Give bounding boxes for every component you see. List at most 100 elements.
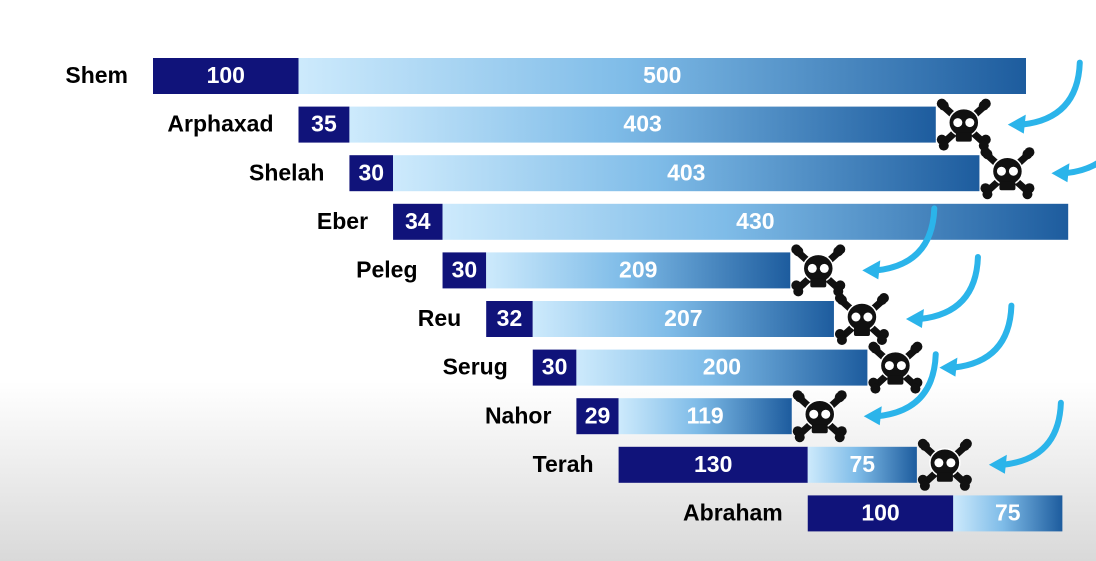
jaw [810,278,827,288]
bone-end [834,392,845,403]
bone-end [919,480,930,491]
bar-segment [953,495,1063,532]
value-label: 130 [694,451,732,477]
bar-segment [153,58,299,94]
value-label: 403 [667,159,705,185]
bone-end [870,383,881,394]
bar-segment [349,106,936,143]
value-label: 75 [995,499,1021,525]
bone-end [919,440,930,451]
bar-segment [618,446,808,483]
jaw [999,181,1016,191]
value-label: 30 [542,354,568,380]
bone-end [870,343,881,354]
category-label: Reu [418,305,461,331]
skull-icon [980,147,1035,200]
bone-end [794,392,805,403]
bone-end [959,480,970,491]
bar-segment [532,301,834,337]
arrow-head [905,309,924,328]
bone-end [910,383,921,394]
eye [819,263,829,273]
arrow-head [1051,163,1070,183]
category-label: Shelah [249,159,324,185]
skull-icon [917,438,972,491]
category-label: Serug [443,354,508,380]
category-label: Nahor [485,402,552,428]
eye [896,361,906,371]
bone-end [794,432,805,443]
eye [1008,166,1018,176]
bar-segment [807,495,954,532]
category-label: Arphaxad [167,111,273,137]
arrow-head [863,406,882,426]
bone-end [833,246,844,257]
value-label: 34 [405,208,431,234]
eye [884,361,894,371]
category-label: Eber [317,208,368,234]
bone-end [834,432,845,443]
eye [851,312,861,322]
eye [821,409,831,419]
value-label: 119 [687,402,724,428]
jaw [936,472,953,482]
skull-icon [936,98,991,151]
category-label: Shem [65,62,128,88]
bone-end [978,100,989,111]
bone-end [793,286,804,297]
bone-end [910,343,921,354]
value-label: 209 [619,256,657,282]
eye [953,118,963,128]
arrow [999,399,1064,468]
eye [996,166,1006,176]
bone-end [982,189,993,200]
jaw [887,375,904,385]
bar-segment [576,349,868,386]
skull-icon [834,293,889,345]
bar-segment [486,252,791,289]
eye [863,312,873,322]
bone-end [938,100,949,111]
value-label: 200 [703,354,741,380]
bone-end [1022,189,1033,200]
bar-segment [576,398,619,435]
skull-icon [791,244,846,297]
value-label: 207 [664,305,702,331]
arrow [1018,59,1083,128]
skull-icon [868,341,923,394]
arrow [950,302,1015,371]
bone-end [836,295,847,305]
eye [807,263,817,273]
category-label: Terah [533,451,594,477]
bone-end [1022,149,1033,160]
skull-icon [792,390,847,443]
arrow-head [1007,114,1026,134]
arrow-head [988,454,1007,474]
bar-segment [298,106,350,143]
bone-end [793,246,804,257]
value-label: 500 [643,62,681,88]
arrow-head [862,260,881,280]
eye [934,458,944,468]
jaw [955,132,972,142]
value-label: 403 [623,111,661,137]
eye [809,409,819,419]
bar-segment [618,398,792,435]
bar-segment [349,155,394,192]
bone-end [938,140,949,151]
bar-segment [442,203,1069,240]
arrow [916,254,981,322]
value-label: 30 [358,159,384,185]
bone-end [959,440,970,451]
value-label: 75 [850,451,876,477]
eye [965,118,975,128]
bar-segment [442,252,487,289]
bar-segment [393,155,980,192]
category-label: Abraham [683,499,783,525]
bone-end [876,335,887,345]
bone-end [836,335,847,345]
value-label: 430 [736,208,774,234]
value-label: 30 [452,256,478,282]
arrow [1062,160,1096,177]
